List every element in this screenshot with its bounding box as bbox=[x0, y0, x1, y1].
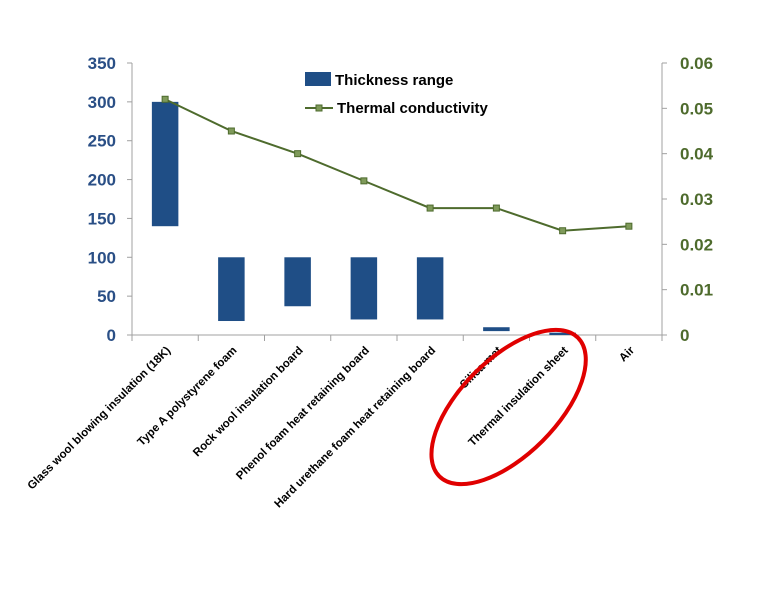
conductivity-point bbox=[426, 204, 434, 212]
thickness-bar bbox=[483, 327, 510, 332]
right-tick-label: 0.06 bbox=[680, 54, 713, 73]
thickness-bar bbox=[284, 257, 311, 307]
conductivity-point bbox=[227, 127, 235, 135]
conductivity-polyline bbox=[164, 98, 629, 232]
left-tick-label: 200 bbox=[88, 171, 116, 190]
legend-label-thickness: Thickness range bbox=[335, 72, 453, 89]
thickness-bar bbox=[549, 332, 576, 335]
left-tick-label: 150 bbox=[88, 209, 116, 228]
conductivity-point bbox=[492, 204, 500, 212]
conductivity-point bbox=[161, 95, 169, 103]
annotation bbox=[429, 327, 588, 487]
thickness-bar bbox=[350, 257, 378, 320]
right-tick-label: 0.04 bbox=[680, 145, 714, 164]
left-tick-label: 0 bbox=[107, 326, 116, 345]
right-tick-label: 0.02 bbox=[680, 235, 713, 254]
right-tick-label: 0 bbox=[680, 326, 689, 345]
left-tick-label: 50 bbox=[97, 287, 116, 306]
thickness-bar bbox=[416, 257, 444, 320]
conductivity-point bbox=[294, 150, 302, 158]
axes: 0 50 100 150 200 250 300 350 0 0.01 0.02 0.03 0.04 0.… bbox=[88, 54, 714, 345]
category-label: Phenol foam heat retaining board bbox=[234, 345, 372, 483]
left-tick-label: 250 bbox=[88, 132, 116, 151]
legend: Thickness range Thermal conductivity bbox=[305, 72, 489, 117]
legend-swatch-thickness bbox=[305, 72, 331, 86]
legend-label-conductivity: Thermal conductivity bbox=[337, 100, 489, 117]
thickness-bar bbox=[151, 101, 179, 227]
legend-marker-conductivity bbox=[315, 104, 323, 112]
conductivity-point bbox=[360, 177, 368, 185]
right-tick-label: 0.05 bbox=[680, 99, 713, 118]
right-tick-label: 0.01 bbox=[680, 281, 713, 300]
right-tick-label: 0.03 bbox=[680, 190, 713, 209]
left-tick-label: 100 bbox=[88, 248, 116, 267]
category-labels: Glass wool blowing insulation (18K)Type … bbox=[26, 344, 638, 510]
conductivity-point bbox=[559, 227, 567, 235]
category-label: Air bbox=[617, 344, 637, 364]
category-label: Rock wool insulation board bbox=[191, 345, 306, 460]
left-tick-label: 300 bbox=[88, 93, 116, 112]
thickness-bar bbox=[218, 257, 245, 322]
conductivity-point bbox=[625, 222, 633, 230]
category-label: Glass wool blowing insulation (18K) bbox=[26, 345, 174, 493]
left-tick-label: 350 bbox=[88, 54, 116, 73]
thickness-bars bbox=[151, 101, 576, 335]
conductivity-line bbox=[161, 95, 633, 235]
highlight-ellipse bbox=[429, 327, 588, 487]
